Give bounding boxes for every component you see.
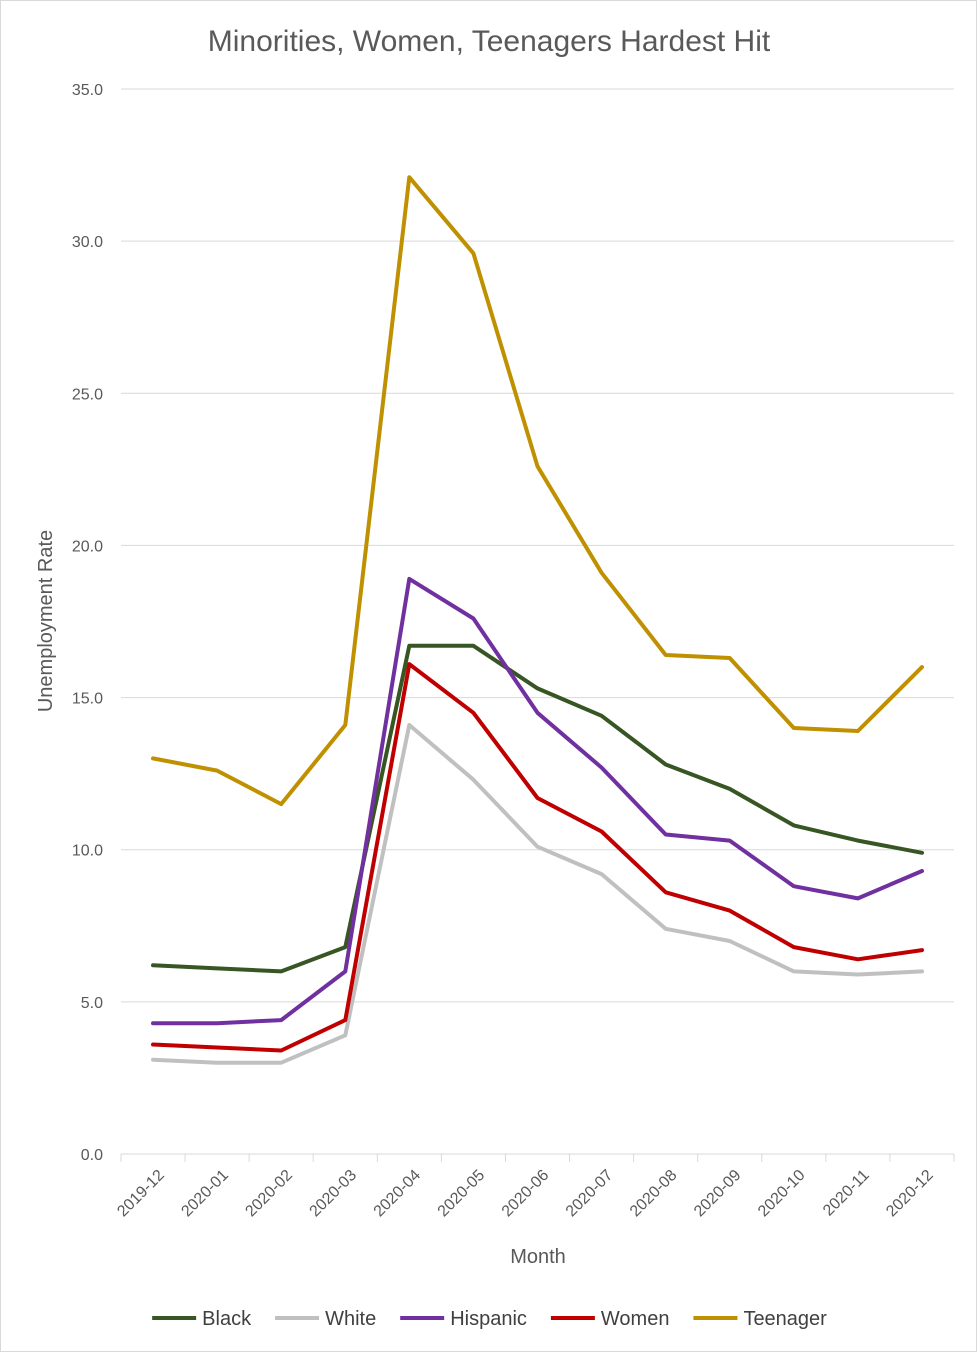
y-tick-label: 35.0 xyxy=(72,82,103,99)
legend-item-white: White xyxy=(275,1308,376,1330)
series-lines xyxy=(151,175,924,1065)
y-tick-label: 25.0 xyxy=(72,386,103,403)
series-line-hispanic xyxy=(151,576,924,1026)
gridlines xyxy=(121,88,954,1003)
x-tick-label: 2020-01 xyxy=(178,1167,232,1221)
legend-label: White xyxy=(325,1308,376,1330)
legend-item-hispanic: Hispanic xyxy=(400,1308,527,1330)
legend: Black White Hispanic Women Teenager xyxy=(152,1308,827,1330)
series-line-black xyxy=(151,643,924,974)
y-axis-title: Unemployment Rate xyxy=(35,530,57,712)
y-tick-label: 10.0 xyxy=(72,843,103,860)
x-axis-title: Month xyxy=(510,1246,566,1268)
x-tick-label: 2020-02 xyxy=(242,1167,296,1221)
x-tick-label: 2020-07 xyxy=(563,1167,617,1221)
x-tick-label: 2020-04 xyxy=(371,1167,425,1221)
legend-item-teenager: Teenager xyxy=(693,1308,827,1330)
y-tick-label: 5.0 xyxy=(81,995,103,1012)
x-tick-label: 2020-12 xyxy=(883,1167,937,1221)
series-line-teenager xyxy=(151,175,924,807)
x-tick-label: 2020-10 xyxy=(755,1167,809,1221)
x-tick-label: 2020-08 xyxy=(627,1167,681,1221)
y-tick-label: 15.0 xyxy=(72,691,103,708)
legend-label: Black xyxy=(202,1308,252,1330)
x-tick-label: 2020-03 xyxy=(307,1167,361,1221)
legend-label: Hispanic xyxy=(450,1308,527,1330)
x-tick-label: 2020-06 xyxy=(499,1167,553,1221)
legend-label: Teenager xyxy=(743,1308,827,1330)
x-tick-label: 2020-05 xyxy=(435,1167,489,1221)
legend-item-black: Black xyxy=(152,1308,252,1330)
series-line-women xyxy=(151,662,924,1053)
legend-label: Women xyxy=(601,1308,670,1330)
y-tick-label: 0.0 xyxy=(81,1147,103,1164)
series-line-white xyxy=(151,723,924,1065)
x-tick-label: 2020-09 xyxy=(691,1167,745,1221)
y-tick-label: 30.0 xyxy=(72,234,103,251)
y-axis-ticks: 0.0 5.0 10.0 15.0 20.0 25.0 30.0 35.0 xyxy=(72,82,103,1164)
chart-title: Minorities, Women, Teenagers Hardest Hit xyxy=(208,25,771,58)
x-axis xyxy=(120,1153,955,1162)
x-tick-label: 2019-12 xyxy=(114,1167,168,1221)
x-tick-label: 2020-11 xyxy=(820,1167,873,1220)
legend-item-women: Women xyxy=(550,1308,670,1330)
x-axis-ticks: 2019-12 2020-01 2020-02 2020-03 2020-04 2020-… xyxy=(114,1167,937,1221)
y-tick-label: 20.0 xyxy=(72,538,103,555)
